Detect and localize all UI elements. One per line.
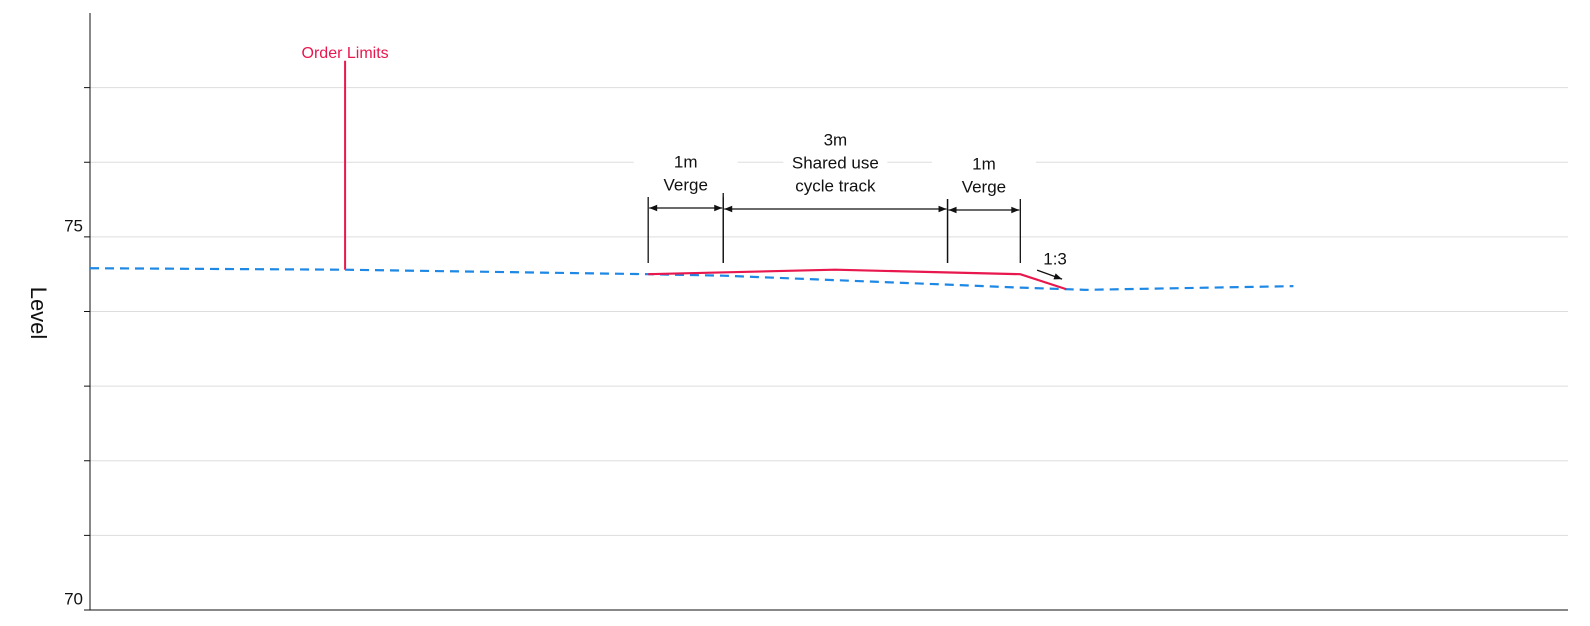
slope-label: 1:3 [1043, 250, 1067, 269]
dimension-label: 1m [674, 152, 698, 171]
label-mask [783, 129, 888, 198]
dimension-label: cycle track [795, 176, 876, 195]
y-tick-label: 75 [64, 216, 83, 235]
dimension-label: 3m [824, 130, 848, 149]
label-mask [633, 151, 738, 197]
level-line [648, 268, 1067, 291]
label-mask [931, 153, 1036, 199]
dimension-label: Verge [962, 177, 1006, 196]
dimension-label: Verge [663, 175, 707, 194]
y-axis-label: Level [26, 287, 51, 340]
dimension-label: 1m [972, 154, 996, 173]
level-line [89, 267, 1294, 291]
slope-arrow [1036, 269, 1063, 280]
dimension-label: Shared use [792, 153, 879, 172]
order-limit-label: Order Limits [302, 45, 389, 62]
y-tick-label: 70 [64, 589, 83, 608]
